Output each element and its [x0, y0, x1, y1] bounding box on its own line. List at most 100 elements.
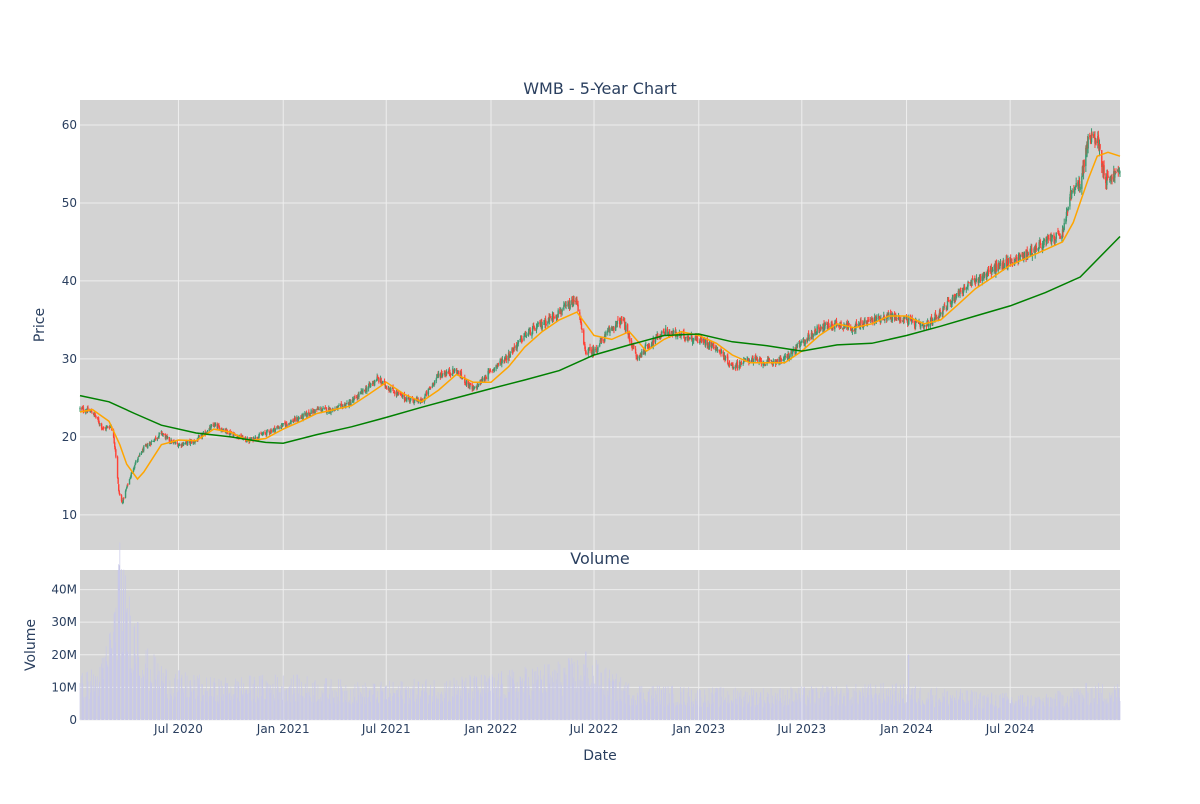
candle-body: [447, 371, 449, 373]
volume-bar: [247, 694, 248, 720]
volume-bar: [693, 703, 694, 720]
volume-bar: [222, 700, 224, 720]
volume-bar: [875, 684, 877, 720]
volume-bar: [241, 677, 243, 720]
volume-bar: [994, 706, 996, 720]
volume-bar: [761, 699, 762, 720]
volume-bar: [641, 686, 643, 720]
volume-bar: [775, 692, 776, 720]
candle-body: [268, 430, 270, 432]
volume-bar: [1110, 695, 1112, 720]
volume-bar: [891, 684, 893, 720]
volume-bar: [581, 687, 582, 720]
candle-body: [272, 428, 275, 431]
candle-body: [324, 407, 326, 409]
volume-bar: [751, 697, 753, 720]
volume-bar: [669, 693, 671, 720]
volume-bar: [274, 698, 276, 720]
volume-bar: [635, 705, 637, 720]
volume-bar: [107, 666, 109, 720]
volume-bar: [860, 697, 862, 720]
volume-bar: [449, 699, 450, 720]
volume-bar: [405, 686, 407, 720]
volume-bar: [960, 688, 961, 720]
volume-bar: [102, 678, 104, 720]
candle-body: [394, 392, 396, 394]
volume-bar: [298, 678, 300, 720]
volume-bar: [293, 674, 294, 720]
volume-bar: [188, 697, 190, 720]
candle-body: [91, 412, 93, 414]
volume-bar: [730, 700, 732, 720]
candle-body: [783, 356, 785, 361]
volume-bar: [757, 704, 758, 720]
candle-body: [1007, 258, 1010, 265]
volume-bar: [918, 701, 920, 720]
volume-bar: [234, 684, 236, 720]
volume-bar: [161, 666, 162, 720]
volume-bar: [1099, 688, 1101, 720]
volume-bar: [254, 679, 256, 720]
volume-bar: [317, 700, 318, 720]
candle-body: [204, 431, 206, 435]
volume-bar: [142, 670, 143, 720]
volume-bar: [1070, 692, 1072, 720]
volume-bar: [345, 685, 347, 720]
volume-bar: [887, 695, 889, 720]
candle-body: [429, 387, 431, 390]
candle-body: [417, 402, 420, 404]
volume-bar: [615, 679, 617, 720]
candle-body: [814, 328, 817, 334]
volume-bar: [258, 676, 260, 720]
candle-body: [588, 348, 590, 350]
volume-bar: [763, 702, 765, 720]
volume-bar: [729, 702, 730, 720]
candle-body: [350, 402, 352, 406]
volume-bar: [83, 697, 85, 720]
volume-bar: [903, 703, 905, 720]
volume-bar: [992, 704, 993, 720]
volume-bar: [118, 564, 120, 720]
volume-bar: [712, 687, 713, 720]
candle-body: [272, 430, 274, 432]
volume-bar: [677, 701, 679, 720]
candle-body: [1037, 248, 1040, 251]
volume-bar: [919, 687, 921, 720]
volume-bar: [583, 663, 585, 720]
candle-body: [738, 366, 740, 369]
candle-body: [626, 324, 629, 334]
volume-bar: [496, 688, 498, 720]
candle-body: [208, 428, 210, 432]
volume-bar: [525, 668, 527, 720]
volume-bar: [569, 660, 570, 720]
volume-bar: [1107, 703, 1108, 720]
candle-body: [262, 432, 264, 435]
candle-body: [916, 321, 918, 323]
candle-body: [901, 320, 904, 322]
volume-bar: [959, 692, 961, 720]
candle-body: [1065, 211, 1068, 218]
volume-bar: [189, 680, 191, 720]
volume-bar: [904, 703, 906, 720]
volume-bar: [820, 691, 821, 720]
volume-bar: [229, 700, 231, 720]
volume-bar: [836, 685, 837, 720]
volume-bar: [82, 683, 84, 720]
volume-bar: [425, 679, 427, 720]
volume-bar: [734, 687, 736, 720]
candle-body: [373, 382, 375, 385]
volume-bar: [117, 570, 119, 720]
candle-body: [646, 345, 649, 347]
candle-body: [427, 388, 430, 395]
volume-bar: [173, 699, 174, 720]
volume-bar: [774, 696, 776, 720]
volume-bar: [814, 702, 816, 720]
volume-bar: [576, 692, 578, 720]
volume-bar: [854, 690, 856, 720]
volume-bar: [628, 683, 630, 720]
volume-bar: [850, 699, 852, 720]
volume-bar: [657, 701, 659, 720]
volume-bar: [878, 692, 880, 720]
candle-body: [375, 380, 378, 382]
volume-bar: [1102, 684, 1103, 720]
